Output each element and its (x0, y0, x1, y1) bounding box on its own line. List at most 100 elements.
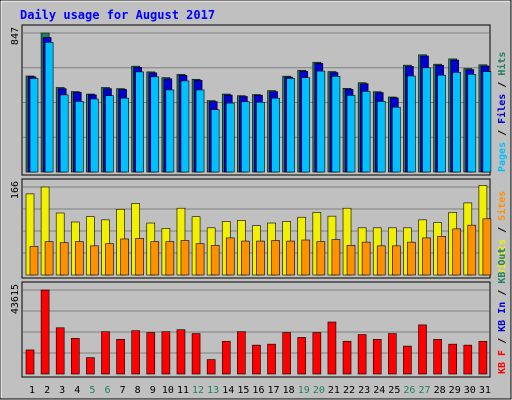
y-max-label: 166 (10, 181, 21, 199)
bar-sites-day-6 (105, 243, 114, 276)
bar-sites-day-23 (361, 241, 371, 276)
bar-sites-day-20 (316, 241, 326, 276)
bar-kb-f-day-18 (282, 332, 291, 375)
panel-legend: Pages / Files / Hits (496, 52, 508, 172)
legend-entry: / (497, 124, 508, 142)
panel-legend: Visits / Sites (496, 191, 508, 275)
panel-kbytes: 43615 KB F / KB In / KB Out (10, 248, 508, 378)
x-tick-label: 16 (252, 385, 264, 396)
bar-kb-f-day-16 (252, 344, 261, 375)
bar-pages-day-14 (225, 102, 235, 173)
bar-kb-f-day-29 (448, 343, 458, 375)
bar-pages-day-30 (467, 74, 477, 173)
bar-pages-day-16 (256, 101, 265, 173)
legend-entry: Files (496, 94, 508, 124)
panel-hits: 847 Pages / Files / Hits (10, 24, 508, 176)
x-tick-label: 12 (192, 385, 204, 396)
legend-entry: KB In (497, 302, 508, 332)
bar-pages-day-6 (105, 95, 114, 173)
bar-pages-day-2 (44, 42, 54, 173)
x-tick-label: 3 (59, 385, 65, 396)
x-tick-label: 25 (388, 385, 400, 396)
bar-kb-f-day-23 (357, 334, 367, 375)
bar-sites-day-31 (482, 218, 492, 276)
bar-sites-day-29 (452, 228, 462, 276)
x-tick-label: 15 (237, 385, 249, 396)
bar-kb-f-day-5 (86, 357, 95, 375)
bar-kb-f-day-8 (131, 330, 140, 375)
x-tick-label: 28 (434, 385, 446, 396)
bar-sites-day-24 (376, 245, 386, 276)
x-tick-label: 13 (207, 385, 219, 396)
bar-kb-f-day-13 (206, 359, 216, 375)
bar-kb-f-day-6 (101, 331, 110, 375)
legend-entry: / (497, 332, 508, 350)
bar-kb-f-day-22 (342, 340, 352, 375)
bar-sites-day-5 (90, 245, 99, 276)
legend-entry: Visits (496, 239, 508, 275)
bar-pages-day-10 (165, 89, 175, 173)
chart-title: Daily usage for August 2017 (20, 8, 215, 22)
bar-sites-day-9 (150, 241, 160, 276)
bar-sites-day-2 (44, 241, 54, 276)
bar-sites-day-12 (195, 243, 205, 276)
bar-sites-day-10 (165, 241, 175, 276)
bar-sites-day-17 (271, 240, 280, 276)
bar-pages-day-19 (301, 77, 311, 173)
bar-pages-day-13 (210, 109, 220, 173)
bar-pages-day-8 (135, 71, 144, 173)
bar-sites-day-27 (422, 237, 431, 276)
bar-kb-f-day-11 (176, 329, 186, 375)
x-tick-label: 27 (418, 385, 430, 396)
bar-sites-day-7 (120, 238, 129, 276)
x-axis: 1 2 3 4 5 6 7 8 9 10 11 12 13 14 15 16 17 18 19 20 21 22 23 24 2… (29, 385, 491, 396)
x-tick-label: 17 (268, 385, 280, 396)
bar-kb-f-day-10 (161, 331, 171, 375)
legend-entry: / (497, 284, 508, 302)
legend-entry: KB Out (497, 248, 508, 284)
bar-kb-f-day-17 (267, 343, 276, 375)
bar-pages-day-18 (286, 78, 295, 173)
x-tick-label: 24 (373, 385, 385, 396)
legend-entry: / (497, 76, 508, 94)
bar-kb-f-day-19 (297, 337, 307, 375)
bar-pages-day-3 (59, 94, 69, 173)
bar-sites-day-28 (437, 236, 446, 276)
x-tick-label: 1 (29, 385, 35, 396)
bar-pages-day-11 (180, 80, 190, 173)
bar-pages-day-4 (74, 101, 84, 173)
x-tick-label: 29 (449, 385, 461, 396)
bar-sites-day-15 (241, 240, 250, 276)
x-tick-label: 5 (89, 385, 95, 396)
bar-kb-f-day-1 (25, 349, 35, 375)
bar-pages-day-21 (331, 76, 341, 173)
bar-pages-day-28 (437, 74, 446, 173)
bar-sites-day-19 (301, 239, 311, 276)
bar-sites-day-18 (286, 240, 295, 276)
bar-kb-f-day-25 (388, 333, 397, 375)
bar-kb-f-day-27 (418, 324, 427, 375)
bar-kb-f-day-20 (312, 332, 322, 375)
bar-kb-f-day-30 (463, 344, 473, 375)
bar-pages-day-23 (361, 91, 371, 173)
x-tick-label: 2 (44, 385, 50, 396)
bar-kb-f-day-3 (55, 327, 65, 375)
x-tick-label: 30 (464, 385, 476, 396)
x-tick-label: 11 (177, 385, 189, 396)
x-tick-label: 31 (479, 385, 491, 396)
x-tick-label: 22 (343, 385, 355, 396)
bar-pages-day-26 (407, 75, 416, 173)
x-tick-label: 21 (328, 385, 340, 396)
x-tick-label: 20 (313, 385, 325, 396)
x-tick-label: 14 (222, 385, 234, 396)
legend-entry: KB F (497, 350, 508, 374)
bar-kb-f-day-26 (403, 345, 412, 375)
legend-entry: Hits (496, 52, 508, 76)
bar-pages-day-20 (316, 70, 326, 173)
bar-pages-day-1 (29, 78, 39, 173)
x-tick-label: 4 (74, 385, 80, 396)
x-tick-label: 26 (403, 385, 415, 396)
bar-kb-f-day-21 (327, 321, 337, 375)
panels-layer: 847 Pages / Files / Hits 166 Visits / Sites… (10, 24, 508, 378)
